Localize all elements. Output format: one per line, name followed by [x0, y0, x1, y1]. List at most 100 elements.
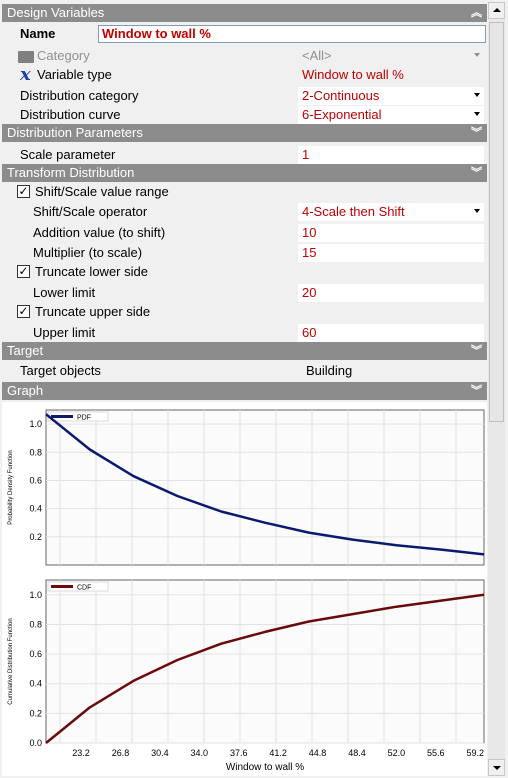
legend-label: CDF: [77, 585, 91, 592]
distribution-category-select[interactable]: 2-Continuous: [298, 87, 484, 105]
truncate-lower-checkbox[interactable]: ✓: [17, 264, 30, 278]
name-label: Name: [20, 26, 56, 41]
collapse-chevron-icon[interactable]: ︽: [471, 7, 482, 19]
dropdown-arrow-icon: [474, 112, 480, 116]
dropdown-arrow-icon: [474, 53, 480, 57]
series-line-cdf: [45, 593, 485, 744]
variable-type-value: Window to wall %: [302, 67, 404, 82]
y-tick-label: 1.0: [29, 590, 42, 600]
x-tick-label: 41.2: [269, 748, 287, 758]
shift-scale-range-checkbox[interactable]: ✓: [17, 184, 30, 198]
category-row: Category <All>: [2, 46, 487, 66]
scale-parameter-row: Scale parameter 1: [2, 145, 487, 165]
property-panel: Design Variables ︽ Name Window to wall %…: [2, 2, 487, 776]
target-objects-label: Target objects: [20, 363, 101, 378]
scroll-up-arrow-icon: [493, 8, 501, 12]
scale-parameter-label: Scale parameter: [20, 147, 116, 162]
vertical-scrollbar[interactable]: [488, 2, 505, 776]
x-tick-label: 44.8: [309, 748, 327, 758]
section-title: Design Variables: [7, 5, 105, 20]
section-title: Graph: [7, 383, 44, 398]
shift-scale-range-row: ✓ Shift/Scale value range: [2, 182, 487, 202]
multiplier-row: Multiplier (to scale) 15: [2, 243, 487, 263]
distribution-category-row: Distribution category 2-Continuous: [2, 86, 487, 106]
truncate-upper-row: ✓ Truncate upper side: [2, 302, 487, 322]
variable-x-icon: x: [20, 64, 31, 85]
y-tick-label: 0.2: [29, 708, 42, 718]
addition-value-input[interactable]: 10: [298, 224, 484, 242]
upper-limit-label: Upper limit: [33, 325, 96, 340]
x-tick-label: 26.8: [112, 748, 130, 758]
section-target[interactable]: Target ︾: [2, 342, 487, 360]
variable-type-row: x Variable type Window to wall %: [2, 64, 487, 85]
dropdown-arrow-icon: [474, 209, 480, 213]
graph-area: 1.0 0.8 0.6 0.4 0.2 Probability Density Funct…: [2, 402, 487, 776]
shift-scale-operator-row: Shift/Scale operator 4-Scale then Shift: [2, 202, 487, 222]
category-label: Category: [37, 48, 90, 63]
section-title: Distribution Parameters: [7, 125, 143, 140]
collapse-chevron-icon[interactable]: ︾: [471, 385, 482, 397]
truncate-upper-checkbox[interactable]: ✓: [17, 304, 30, 318]
section-design-variables[interactable]: Design Variables ︽: [2, 4, 487, 22]
y-tick-label: 0.4: [29, 679, 42, 689]
distribution-curve-select[interactable]: 6-Exponential: [298, 106, 484, 124]
x-axis-label: Window to wall %: [226, 762, 304, 773]
x-tick-label: 37.6: [230, 748, 248, 758]
collapse-chevron-icon[interactable]: ︾: [471, 127, 482, 139]
lower-limit-row: Lower limit 20: [2, 283, 487, 303]
lower-limit-label: Lower limit: [33, 285, 96, 300]
lower-limit-input[interactable]: 20: [298, 284, 484, 302]
name-input[interactable]: Window to wall %: [98, 25, 486, 43]
x-tick-label: 30.4: [151, 748, 169, 758]
upper-limit-input[interactable]: 60: [298, 324, 484, 342]
x-tick-label: 23.2: [72, 748, 90, 758]
distribution-category-value: 2-Continuous: [302, 88, 380, 103]
multiplier-label: Multiplier (to scale): [33, 245, 143, 260]
folder-icon: [18, 51, 34, 63]
target-objects-row: Target objects Building: [2, 361, 487, 381]
addition-value-row: Addition value (to shift) 10: [2, 223, 487, 243]
category-value: <All>: [302, 48, 332, 63]
plot-frame: [45, 409, 485, 566]
target-objects-value[interactable]: Building: [306, 363, 353, 378]
plot-frame: [45, 579, 485, 744]
section-title: Target: [7, 343, 44, 358]
y-tick-label: 0.6: [29, 649, 42, 659]
scrollbar-thumb[interactable]: [489, 22, 504, 422]
section-transform-distribution[interactable]: Transform Distribution ︾: [2, 164, 487, 182]
y-tick-label: 1.0: [29, 419, 42, 429]
y-axis-label: Cumulative Distribution Function: [8, 618, 14, 704]
distribution-curve-value: 6-Exponential: [302, 107, 382, 122]
x-tick-label: 55.6: [427, 748, 445, 758]
y-axis-label: Probability Density Function: [8, 450, 14, 524]
distribution-curve-label: Distribution curve: [20, 107, 121, 122]
y-tick-label: 0.8: [29, 447, 42, 457]
y-tick-label: 0.8: [29, 619, 42, 629]
section-distribution-parameters[interactable]: Distribution Parameters ︾: [2, 124, 487, 142]
series-line-pdf: [45, 413, 485, 556]
category-select[interactable]: <All>: [298, 47, 484, 65]
truncate-upper-label: Truncate upper side: [35, 304, 151, 319]
shift-scale-operator-value: 4-Scale then Shift: [302, 204, 405, 219]
section-graph[interactable]: Graph ︾: [2, 382, 487, 400]
truncate-lower-row: ✓ Truncate lower side: [2, 262, 487, 282]
scroll-up-button[interactable]: [488, 2, 505, 19]
y-tick-label: 0.2: [29, 532, 42, 542]
shift-scale-operator-select[interactable]: 4-Scale then Shift: [298, 203, 484, 221]
multiplier-input[interactable]: 15: [298, 244, 484, 262]
truncate-lower-label: Truncate lower side: [35, 264, 148, 279]
shift-scale-operator-label: Shift/Scale operator: [33, 204, 148, 219]
collapse-chevron-icon[interactable]: ︾: [471, 167, 482, 179]
scroll-down-button[interactable]: [488, 759, 505, 776]
distribution-curve-row: Distribution curve 6-Exponential: [2, 105, 487, 125]
y-tick-label: 0.6: [29, 475, 42, 485]
x-tick-label: 34.0: [191, 748, 209, 758]
y-tick-label: 0.0: [29, 738, 42, 748]
cdf-chart: 1.0 0.8 0.6 0.4 0.2 0.0 Cumulative Distributio…: [8, 579, 485, 773]
collapse-chevron-icon[interactable]: ︾: [471, 345, 482, 357]
scroll-down-arrow-icon: [493, 766, 501, 770]
distribution-charts: 1.0 0.8 0.6 0.4 0.2 Probability Density Funct…: [8, 409, 485, 773]
upper-limit-row: Upper limit 60: [2, 323, 487, 343]
dropdown-arrow-icon: [474, 93, 480, 97]
scale-parameter-input[interactable]: 1: [298, 146, 484, 164]
